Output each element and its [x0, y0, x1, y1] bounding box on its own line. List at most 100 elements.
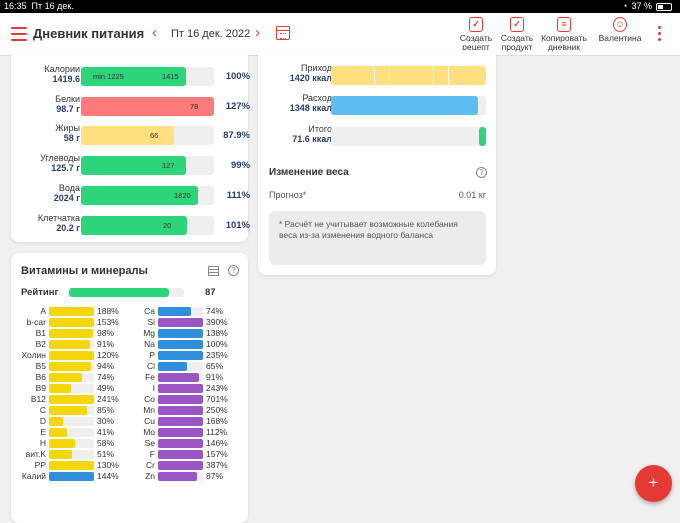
create-recipe-button[interactable]: ✓ Создать рецепт: [459, 17, 493, 52]
rating-value: 87: [205, 287, 216, 298]
nutrient-micro-row[interactable]: Холин 120%: [20, 350, 130, 361]
micro-bar: [158, 439, 203, 448]
nutrient-micro-row[interactable]: F 157%: [129, 449, 239, 460]
nutrient-row[interactable]: Белки 98.7 г 78 127%: [11, 94, 259, 118]
copy-diary-button[interactable]: ≡ Копировать дневник: [541, 17, 587, 52]
nutrient-row[interactable]: Углеводы 125.7 г 127 99%: [11, 153, 259, 177]
nutrient-micro-row[interactable]: C 85%: [20, 405, 130, 416]
energy-row[interactable]: Итого 71.6 ккал: [258, 124, 496, 148]
micro-name: B1: [35, 328, 46, 338]
more-vertical-icon[interactable]: [658, 26, 661, 44]
nutrient-micro-row[interactable]: Fe 91%: [129, 372, 239, 383]
micro-bar-fill: [158, 417, 203, 426]
nutrient-micro-row[interactable]: Mn 250%: [129, 405, 239, 416]
date-label[interactable]: Пт 16 дек. 2022: [171, 28, 251, 40]
nutrient-row[interactable]: Калории 1419.6 min 1225 1415 100%: [11, 64, 259, 88]
micro-name: B12: [30, 394, 46, 404]
nutrient-norm-text: 66: [150, 131, 159, 140]
chevron-left-icon[interactable]: ‹: [152, 24, 157, 41]
help-circle-icon[interactable]: ?: [228, 265, 239, 276]
add-button[interactable]: +: [635, 465, 672, 502]
nutrient-bar-fill: [81, 186, 199, 205]
nutrient-micro-row[interactable]: P 235%: [129, 350, 239, 361]
nutrient-micro-row[interactable]: Na 100%: [129, 339, 239, 350]
micro-percent: 235%: [206, 350, 228, 360]
rating-bar: [69, 288, 184, 297]
nutrient-micro-row[interactable]: Cl 65%: [129, 361, 239, 372]
nutrient-micro-row[interactable]: Калий 144%: [20, 471, 130, 482]
nutrient-row[interactable]: Вода 2024 г 1820 111%: [11, 183, 259, 207]
micro-bar: [49, 362, 94, 371]
micro-percent: 250%: [206, 405, 228, 415]
calendar-icon[interactable]: [276, 26, 290, 40]
nutrient-micro-row[interactable]: Si 390%: [129, 317, 239, 328]
nutrient-bar-fill: [81, 126, 175, 145]
nutrient-micro-row[interactable]: Ca 74%: [129, 306, 239, 317]
nutrient-bar-fill: [81, 216, 188, 235]
nutrient-micro-row[interactable]: H 58%: [20, 438, 130, 449]
micro-name: Mo: [143, 427, 155, 437]
hamburger-icon[interactable]: [11, 27, 27, 41]
nutrient-micro-row[interactable]: Se 146%: [129, 438, 239, 449]
energy-row[interactable]: Расход 1348 ккал: [258, 93, 496, 117]
micro-percent: 130%: [97, 460, 119, 470]
nutrient-row[interactable]: Клетчатка 20.2 г 20 101%: [11, 213, 259, 237]
micro-name: C: [39, 405, 46, 415]
micro-bar: [49, 439, 94, 448]
micro-bar: [49, 340, 94, 349]
nutrient-bar-fill: [81, 97, 214, 116]
weight-note: * Расчёт не учитывает возможные колебани…: [269, 211, 486, 265]
micro-bar-fill: [158, 351, 203, 360]
micro-name: Mg: [143, 328, 155, 338]
nutrient-bar: 78: [81, 97, 214, 116]
nutrient-micro-row[interactable]: PP 130%: [20, 460, 130, 471]
nutrient-micro-row[interactable]: I 243%: [129, 383, 239, 394]
nutrient-micro-row[interactable]: B6 74%: [20, 372, 130, 383]
micro-bar: [158, 406, 203, 415]
nutrient-micro-row[interactable]: вит.K 51%: [20, 449, 130, 460]
nutrient-micro-row[interactable]: B5 94%: [20, 361, 130, 372]
micro-name: B5: [35, 361, 46, 371]
micro-name: B2: [35, 339, 46, 349]
chevron-right-icon[interactable]: ›: [255, 24, 260, 41]
nutrient-micro-row[interactable]: B12 241%: [20, 394, 130, 405]
nutrient-micro-row[interactable]: Zn 87%: [129, 471, 239, 482]
nutrient-bar: 1820: [81, 186, 214, 205]
nutrient-micro-row[interactable]: B1 98%: [20, 328, 130, 339]
nutrient-micro-row[interactable]: B2 91%: [20, 339, 130, 350]
nutrient-row[interactable]: Жиры 58 г 66 87.9%: [11, 123, 259, 147]
micro-name: Fe: [145, 372, 155, 382]
nutrient-micro-row[interactable]: Mo 112%: [129, 427, 239, 438]
nutrient-micro-row[interactable]: Cr 387%: [129, 460, 239, 471]
help-circle-icon[interactable]: ?: [476, 167, 487, 178]
micro-percent: 120%: [97, 350, 119, 360]
micro-bar: [158, 395, 203, 404]
micro-bar-fill: [49, 373, 83, 382]
nutrient-percent: 99%: [230, 160, 250, 171]
energy-row[interactable]: Приход 1420 ккал: [258, 63, 496, 87]
nutrient-micro-row[interactable]: A 188%: [20, 306, 130, 317]
nutrient-micro-row[interactable]: Cu 168%: [129, 416, 239, 427]
micro-bar: [49, 395, 94, 404]
table-icon[interactable]: [208, 266, 219, 276]
energy-value: 71.6 ккал: [292, 134, 332, 144]
nutrient-micro-row[interactable]: E 41%: [20, 427, 130, 438]
user-profile-button[interactable]: ☺ Валентина: [598, 17, 642, 43]
nutrient-micro-row[interactable]: B9 49%: [20, 383, 130, 394]
micro-percent: 146%: [206, 438, 228, 448]
micro-percent: 74%: [206, 306, 224, 316]
nutrient-micro-row[interactable]: Co 701%: [129, 394, 239, 405]
create-product-button[interactable]: ✓ Создать продукт: [500, 17, 534, 52]
micro-name: Cu: [144, 416, 155, 426]
micro-bar: [49, 329, 94, 338]
nutrient-micro-row[interactable]: Mg 138%: [129, 328, 239, 339]
micro-percent: 49%: [97, 383, 115, 393]
nutrient-micro-row[interactable]: D 30%: [20, 416, 130, 427]
micro-name: Cr: [146, 460, 155, 470]
micro-bar-fill: [158, 329, 203, 338]
micro-bar: [49, 406, 94, 415]
nutrient-micro-row[interactable]: b-car 153%: [20, 317, 130, 328]
micro-name: E: [40, 427, 46, 437]
micro-percent: 30%: [97, 416, 115, 426]
micro-bar-fill: [49, 450, 72, 459]
